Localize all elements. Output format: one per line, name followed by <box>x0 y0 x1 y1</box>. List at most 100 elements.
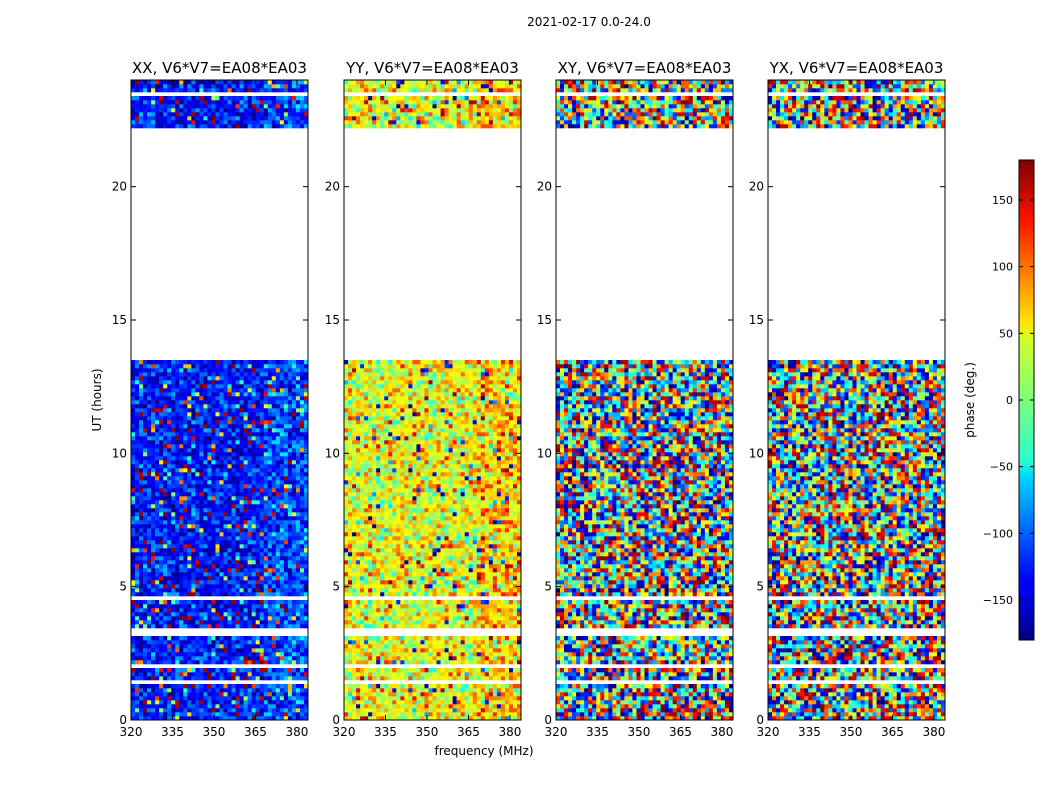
heatmap-cell <box>279 484 285 489</box>
heatmap-cell <box>303 116 309 121</box>
heatmap-cell <box>167 556 172 561</box>
heatmap-cell <box>444 684 449 689</box>
heatmap-cell <box>500 712 506 717</box>
heatmap-cell <box>263 624 269 629</box>
heatmap-cell <box>271 420 277 425</box>
heatmap-cell <box>279 412 285 417</box>
heatmap-cell <box>171 712 176 717</box>
heatmap-cell <box>436 676 441 681</box>
heatmap-cell <box>287 684 293 689</box>
heatmap-cell <box>243 464 248 469</box>
heatmap-cell <box>271 684 277 689</box>
heatmap-cell <box>243 520 248 525</box>
heatmap-cell <box>171 516 176 521</box>
heatmap-cell <box>243 104 248 109</box>
heatmap-cell <box>203 432 208 437</box>
heatmap-cell <box>259 392 265 397</box>
heatmap-cell <box>368 684 373 689</box>
heatmap-cell <box>199 448 204 453</box>
heatmap-cell <box>207 688 212 693</box>
heatmap-cell <box>271 624 277 629</box>
heatmap-cell <box>131 616 136 621</box>
heatmap-cell <box>231 80 236 85</box>
heatmap-cell <box>183 580 188 585</box>
heatmap-cell <box>287 440 293 445</box>
heatmap-cell <box>299 472 305 477</box>
heatmap-cell <box>239 388 244 393</box>
heatmap-cell <box>235 468 240 473</box>
heatmap-cell <box>135 652 140 657</box>
heatmap-cell <box>247 540 252 545</box>
heatmap-cell <box>211 460 216 465</box>
heatmap-cell <box>303 552 309 557</box>
heatmap-cell <box>207 592 212 597</box>
heatmap-cell <box>275 100 281 105</box>
heatmap-cell <box>155 532 160 537</box>
heatmap-cell <box>143 424 148 429</box>
heatmap-cell <box>203 516 208 521</box>
heatmap-cell <box>195 428 200 433</box>
heatmap-cell <box>167 424 172 429</box>
heatmap-cell <box>191 560 196 565</box>
heatmap-cell <box>291 464 297 469</box>
heatmap-cell <box>131 420 136 425</box>
heatmap-cell <box>235 472 240 477</box>
heatmap-cell <box>227 376 232 381</box>
heatmap-cell <box>291 504 297 509</box>
heatmap-cell <box>191 692 196 697</box>
heatmap-cell <box>131 508 136 513</box>
heatmap-cell <box>396 672 401 677</box>
heatmap-cell <box>195 540 200 545</box>
heatmap-cell <box>151 576 156 581</box>
heatmap-cell <box>504 672 510 677</box>
y-tick-label: 10 <box>112 446 127 460</box>
heatmap-cell <box>167 704 172 709</box>
heatmap-cell <box>227 644 232 649</box>
heatmap-cell <box>199 412 204 417</box>
heatmap-cell <box>175 424 180 429</box>
heatmap-cell <box>183 488 188 493</box>
heatmap-cell <box>159 448 164 453</box>
heatmap-cell <box>291 108 297 113</box>
heatmap-cell <box>159 552 164 557</box>
heatmap-cell <box>207 648 212 653</box>
heatmap-cell <box>131 620 136 625</box>
heatmap-cell <box>171 384 176 389</box>
heatmap-cell <box>299 588 305 593</box>
heatmap-cell <box>143 444 148 449</box>
heatmap-cell <box>151 656 156 661</box>
heatmap-cell <box>159 544 164 549</box>
heatmap-cell <box>283 576 289 581</box>
heatmap-cell <box>187 532 192 537</box>
heatmap-cell <box>504 648 510 653</box>
heatmap-cell <box>275 552 281 557</box>
heatmap-cell <box>267 420 273 425</box>
heatmap-cell <box>303 460 309 465</box>
heatmap-cell <box>163 452 168 457</box>
heatmap-cell <box>159 372 164 377</box>
heatmap-cell <box>171 472 176 477</box>
heatmap-cell <box>167 576 172 581</box>
heatmap-cell <box>271 460 277 465</box>
heatmap-cell <box>283 564 289 569</box>
x-tick-label: 380 <box>285 725 308 739</box>
heatmap-cell <box>167 124 172 129</box>
heatmap-cell <box>219 100 224 105</box>
heatmap-cell <box>207 428 212 433</box>
heatmap-cell <box>195 560 200 565</box>
heatmap-cell <box>211 700 216 705</box>
heatmap-cell <box>472 704 478 709</box>
heatmap-cell <box>408 708 413 713</box>
heatmap-cell <box>267 516 273 521</box>
heatmap-cell <box>496 668 502 673</box>
heatmap-cell <box>219 668 224 673</box>
heatmap-cell <box>255 376 261 381</box>
heatmap-cell <box>167 448 172 453</box>
heatmap-cell <box>155 620 160 625</box>
heatmap-cell <box>223 572 228 577</box>
heatmap-cell <box>215 420 220 425</box>
heatmap-cell <box>215 708 220 713</box>
heatmap-cell <box>251 388 256 393</box>
heatmap-cell <box>456 672 461 677</box>
